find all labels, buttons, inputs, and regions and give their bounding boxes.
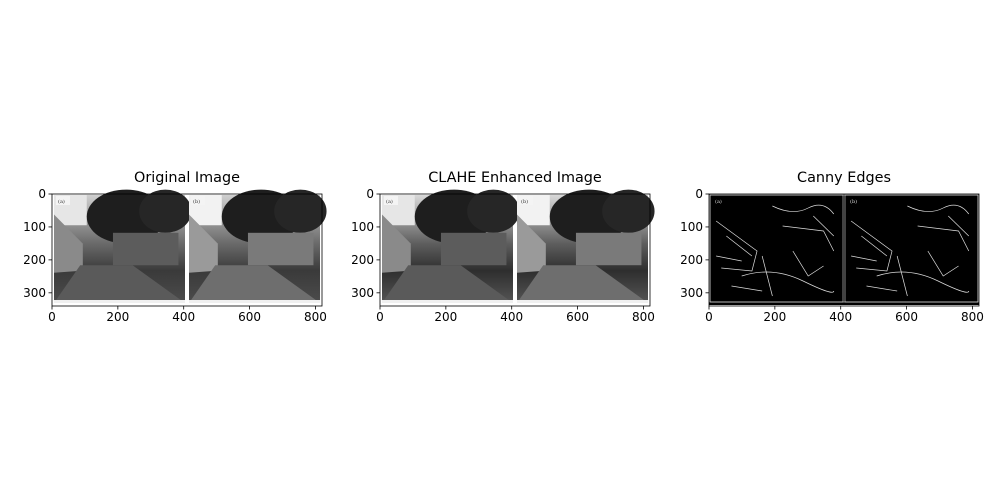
- panel-3-ytick-label: 200: [680, 252, 703, 267]
- panel-3-frame: [708, 193, 980, 307]
- panel-2-image: (a) (b): [380, 189, 655, 306]
- panel-3-inset-label: (a): [715, 198, 722, 205]
- panel-3-image: (a) (b): [709, 194, 979, 305]
- panel-3-xtick-label: 200: [763, 310, 787, 324]
- panel-2-title: CLAHE Enhanced Image: [428, 170, 602, 186]
- panel-2-inset-label: (a): [386, 198, 393, 205]
- panel-1-xtick-label: 0: [48, 310, 56, 324]
- panel-2-frame: [379, 193, 651, 307]
- panel-1-xtick-label: 400: [172, 310, 196, 324]
- panel-1-frame: [51, 193, 323, 307]
- panel-3-xtick-label: 400: [829, 310, 853, 324]
- panel-2-ytick-label: 200: [351, 252, 374, 267]
- panel-3-xtick-label: 800: [960, 310, 984, 324]
- panel-2-xtick-label: 400: [500, 310, 524, 324]
- panel-1-ytick-label: 0: [38, 187, 46, 201]
- panel-3-xtick-label: 600: [895, 310, 918, 324]
- panel-2-ytick-label: 0: [366, 187, 374, 201]
- panel-2-ytick-label: 100: [351, 219, 374, 234]
- panel-2-ytick-label: 300: [351, 285, 374, 300]
- panel-3-ytick-label: 300: [680, 285, 703, 300]
- panel-1-title: Original Image: [134, 170, 240, 186]
- panel-3-inset-label: (b): [850, 198, 857, 205]
- panel-3-title: Canny Edges: [797, 170, 891, 186]
- panel-1-image: (a) (b): [52, 189, 327, 306]
- panel-1-ytick-label: 300: [23, 285, 46, 300]
- panel-3-ytick-label: 100: [680, 219, 703, 234]
- panel-2-xtick-label: 200: [434, 310, 458, 324]
- panel-3-xtick-label: 0: [705, 310, 713, 324]
- panel-3-ytick-label: 0: [695, 187, 703, 201]
- panel-2-inset-label: (b): [521, 198, 528, 205]
- panel-1-ytick-label: 100: [23, 219, 46, 234]
- panel-2-xtick-label: 600: [566, 310, 589, 324]
- panel-1-xtick-label: 800: [303, 310, 327, 324]
- panel-2-xtick-label: 0: [376, 310, 384, 324]
- panel-1-ytick-label: 200: [23, 252, 46, 267]
- panel-1-xtick-label: 600: [238, 310, 261, 324]
- panel-1-xtick-label: 200: [106, 310, 130, 324]
- panel-1-inset-label: (b): [193, 198, 200, 205]
- panel-1-inset-label: (a): [58, 198, 65, 205]
- panel-2-xtick-label: 800: [631, 310, 655, 324]
